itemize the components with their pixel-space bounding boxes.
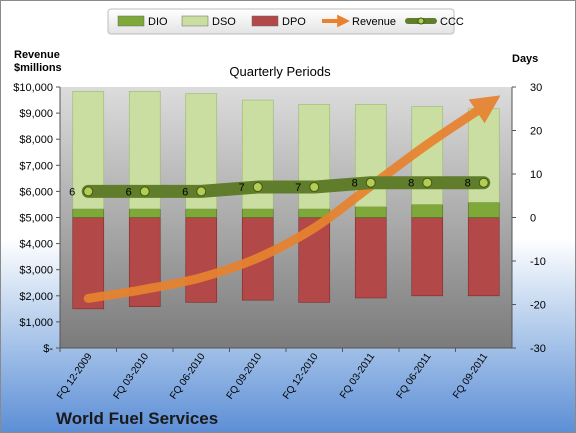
left-axis-tick-label: $1,000 (19, 317, 53, 329)
plot-area (60, 87, 512, 348)
ccc-data-label: 7 (295, 182, 301, 194)
dio-bar (354, 206, 387, 218)
ccc-data-label: 6 (69, 186, 75, 198)
legend-label-revenue: Revenue (352, 16, 396, 28)
left-axis-tick-label: $8,000 (19, 134, 53, 146)
right-axis-tick-label: -10 (530, 256, 546, 268)
ccc-point (139, 186, 150, 197)
right-axis-tick-label: -20 (530, 300, 546, 312)
legend-swatch-dso (181, 15, 209, 27)
dio-bar (72, 208, 105, 218)
ccc-point (83, 186, 94, 197)
chart-title: Quarterly Periods (229, 64, 331, 79)
dio-bar (411, 204, 444, 218)
ccc-data-label: 8 (408, 178, 414, 190)
legend-box (107, 8, 455, 35)
ccc-data-label: 8 (352, 178, 358, 190)
left-axis-tick-label: $3,000 (19, 265, 53, 277)
left-axis-label-line1: Revenue (14, 49, 60, 61)
right-axis-label: Days (512, 53, 538, 65)
legend-label-ccc: CCC (440, 16, 464, 28)
dpo-bar (467, 217, 500, 297)
left-axis-tick-label: $7,000 (19, 160, 53, 172)
legend: DIO DSO DPO Revenue CCC (107, 8, 464, 35)
dpo-bar (185, 217, 218, 303)
revenue-line (83, 95, 501, 303)
left-axis-tick-label: $5,000 (19, 213, 53, 225)
ccc-point (422, 177, 433, 188)
dio-bar (128, 208, 161, 218)
ccc-point (309, 182, 320, 193)
ccc-point (365, 177, 376, 188)
right-axis-tick-label: 10 (530, 169, 542, 181)
dpo-bar (354, 217, 387, 299)
left-axis-tick-label: $9,000 (19, 108, 53, 120)
legend-swatch-ccc-marker (417, 17, 425, 25)
dio-bar (185, 208, 218, 218)
ccc-data-label: 7 (239, 182, 245, 194)
right-axis-tick-label: 0 (530, 213, 536, 225)
ccc-data-label: 6 (182, 186, 188, 198)
right-axis-tick-label: 20 (530, 126, 542, 138)
ccc-layer: 6 6 6 7 7 8 8 8 (69, 176, 491, 198)
left-axis-tick-label: $6,000 (19, 186, 53, 198)
company-name: World Fuel Services (56, 409, 218, 428)
left-axis-tick-label: $4,000 (19, 239, 53, 251)
left-axis-tick-label: $10,000 (13, 82, 53, 94)
left-axis-tick-label: $2,000 (19, 291, 53, 303)
left-axis-label-line2: $millions (14, 62, 62, 74)
right-axis-tick-label: 30 (530, 82, 542, 94)
ccc-data-label: 6 (126, 186, 132, 198)
dio-bar (241, 208, 274, 218)
right-axis-tick-label: -30 (530, 343, 546, 355)
ccc-point (478, 177, 489, 188)
legend-swatch-dpo (251, 15, 279, 27)
legend-swatch-dio (117, 15, 145, 27)
ccc-data-label: 8 (465, 178, 471, 190)
ccc-point (196, 186, 207, 197)
dio-bar (467, 201, 500, 218)
legend-label-dpo: DPO (282, 16, 306, 28)
legend-label-dio: DIO (148, 16, 168, 28)
legend-label-dso: DSO (212, 16, 236, 28)
left-axis-tick-label: $- (43, 343, 53, 355)
ccc-line (81, 176, 491, 198)
ccc-point (252, 182, 263, 193)
dpo-bar (411, 217, 444, 297)
